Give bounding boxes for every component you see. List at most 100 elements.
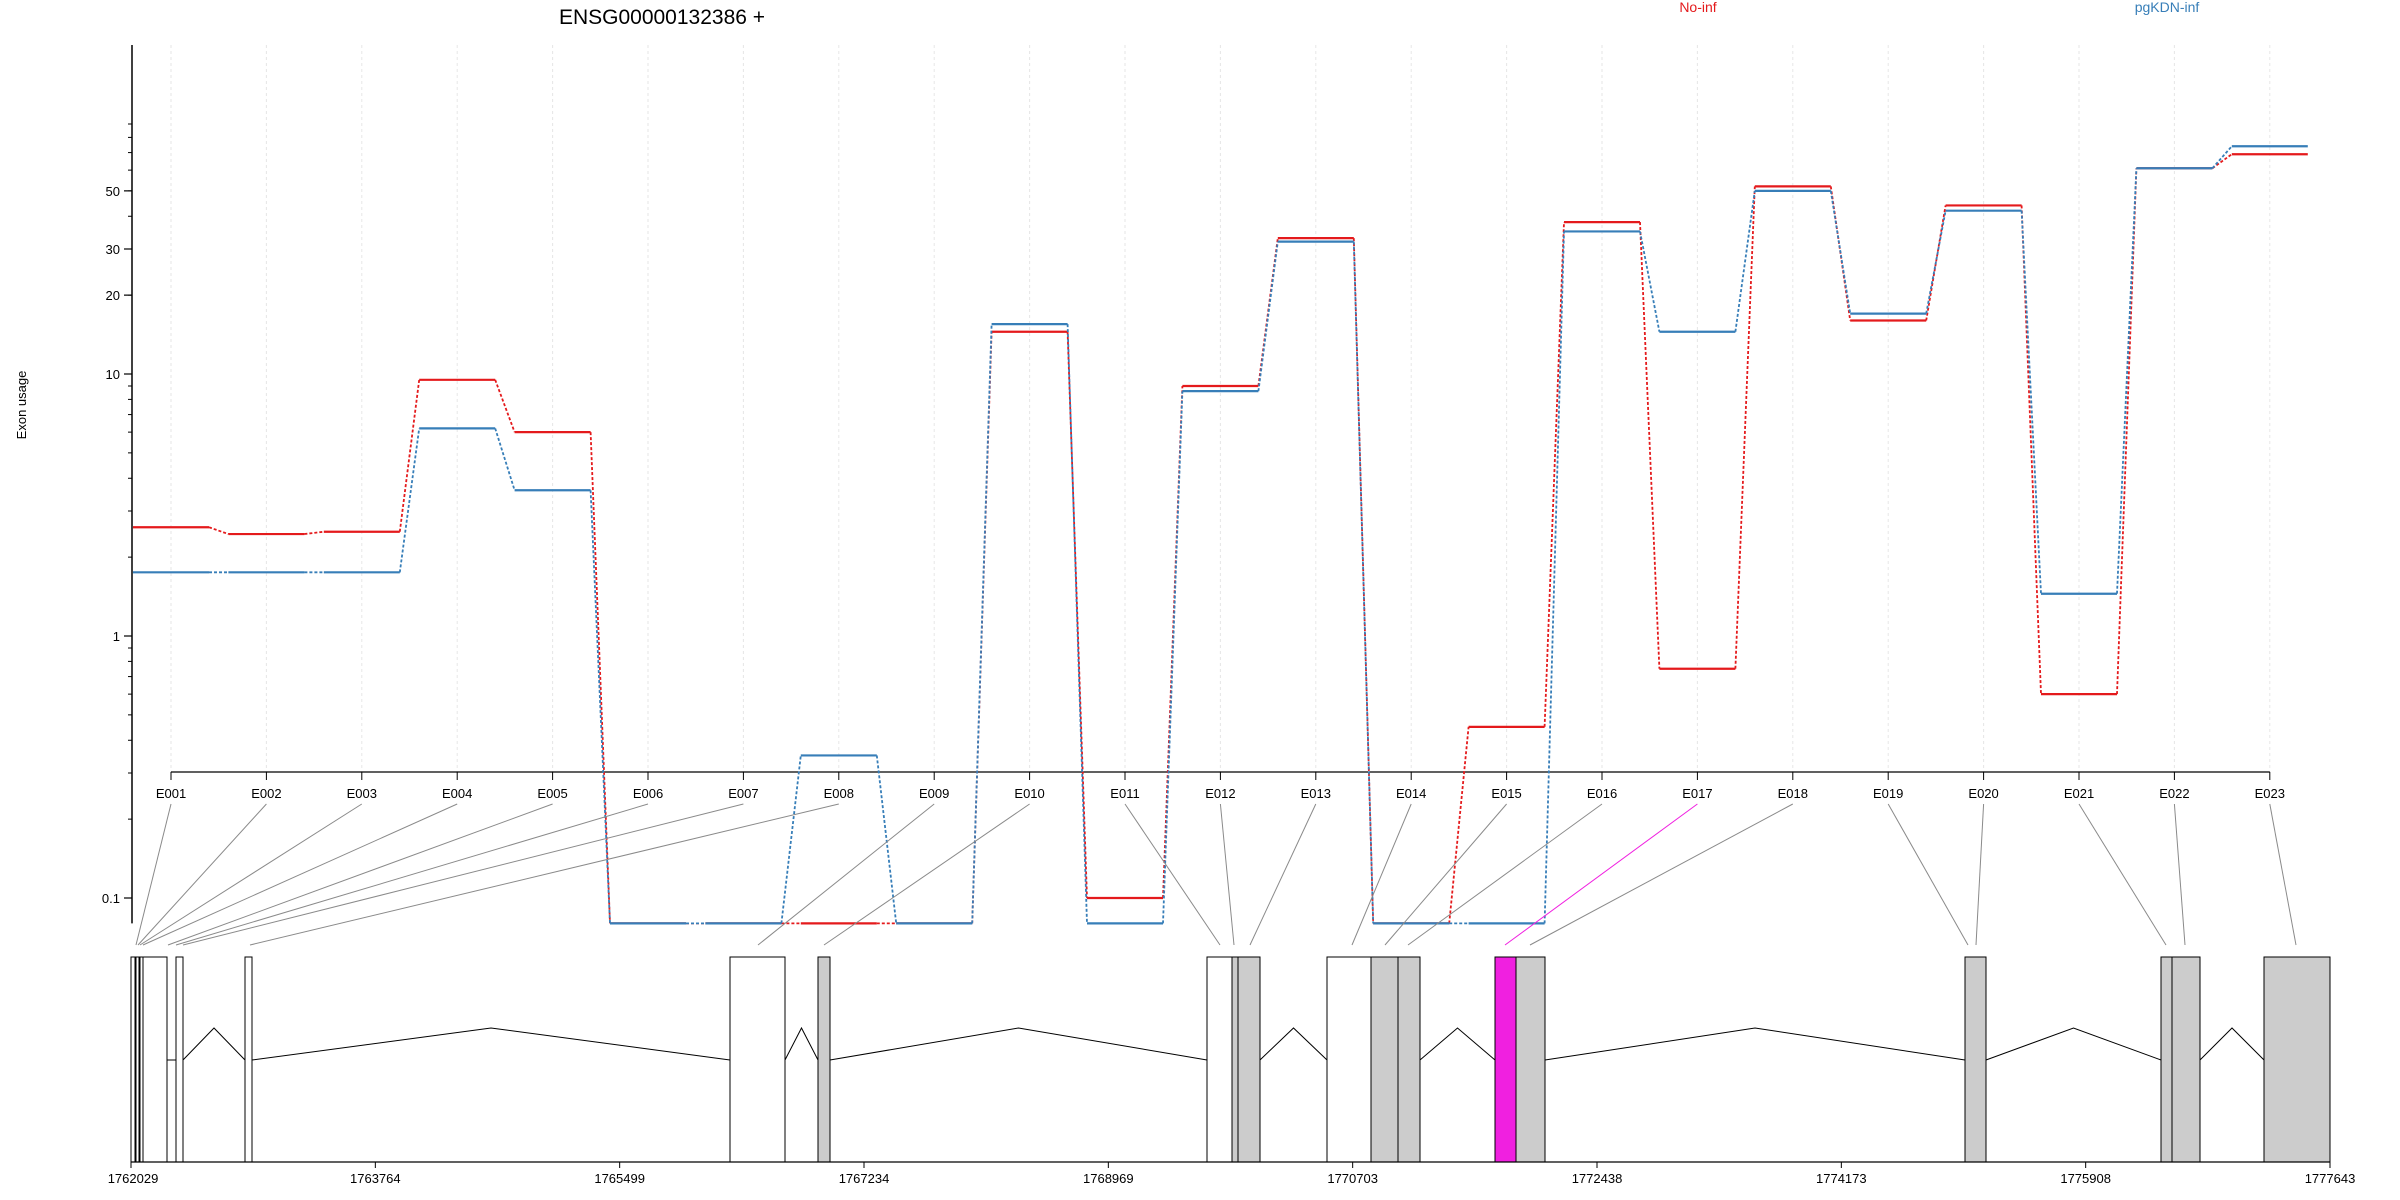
exon-block [244, 956, 253, 1163]
x-tick-label-e013: E013 [1301, 786, 1331, 801]
vertical-grid [170, 45, 2271, 772]
series-connector [494, 379, 516, 433]
exon-block [130, 956, 136, 1163]
exon-block [1326, 956, 1372, 1163]
series-connector [1352, 238, 1375, 924]
connector-e022 [2173, 803, 2186, 946]
x-tick-label-e008: E008 [824, 786, 854, 801]
legend-item-no-inf: No-inf [1679, 0, 1716, 15]
intron-line [1544, 1027, 1966, 1061]
genomic-tick-label: 1770703 [1327, 1171, 1378, 1186]
y-axis-label: Exon usage [14, 371, 29, 440]
series-connector [1448, 726, 1470, 924]
exon-block [2171, 956, 2201, 1163]
connector-e010 [823, 803, 1030, 946]
series-connector [2020, 205, 2042, 695]
connector-e012 [1219, 803, 1235, 946]
connector-e015 [1384, 803, 1507, 946]
connector-e021 [2078, 803, 2167, 946]
connector-e020 [1975, 803, 1985, 946]
series-connector [1162, 391, 1184, 924]
genomic-tick-label: 1767234 [839, 1171, 890, 1186]
genomic-tick-label: 1777643 [2305, 1171, 2356, 1186]
x-tick-label-e005: E005 [537, 786, 567, 801]
exon-block [1206, 956, 1233, 1163]
series-connector [398, 379, 421, 532]
x-tick-label-e007: E007 [728, 786, 758, 801]
intron-line [1259, 1027, 1328, 1061]
x-tick-label-e015: E015 [1491, 786, 1521, 801]
connector-e005 [167, 803, 553, 946]
intron-line [182, 1027, 246, 1061]
connector-e008 [249, 803, 839, 946]
series-connector [875, 755, 898, 924]
series-connector [780, 755, 802, 924]
connector-e017 [1504, 803, 1698, 946]
genomic-tick-label: 1772438 [1572, 1171, 1623, 1186]
series-connector [1829, 186, 1852, 321]
exon-block [1964, 956, 1987, 1163]
x-tick-label-e010: E010 [1014, 786, 1044, 801]
series-connector [1639, 231, 1661, 332]
gene-model [130, 956, 2331, 1163]
legend: No-inf pgKDN-inf [1679, 0, 2199, 15]
series-connector [494, 428, 516, 491]
y-tick-label: 50 [106, 184, 120, 199]
series-connector [589, 432, 611, 924]
connector-e014 [1351, 803, 1412, 946]
x-tick-label-e022: E022 [2159, 786, 2189, 801]
x-tick-label-e016: E016 [1587, 786, 1617, 801]
series-connector [208, 526, 229, 535]
genomic-tick-label: 1762029 [108, 1171, 159, 1186]
connector-e019 [1887, 803, 1969, 946]
connector-e006 [175, 803, 649, 946]
x-tick-label-e003: E003 [347, 786, 377, 801]
y-axis: 0.1 1 10 20 30 50 [102, 45, 133, 924]
intron-line [2199, 1027, 2265, 1061]
x-tick-label-e017: E017 [1682, 786, 1712, 801]
x-tick-label-e020: E020 [1968, 786, 1998, 801]
x-tick-label-e018: E018 [1778, 786, 1808, 801]
series-connector [1066, 331, 1088, 899]
exon-block [729, 956, 786, 1163]
series-pgkdn-inf [133, 145, 2308, 925]
series-connector [2116, 168, 2138, 695]
connector-e002 [137, 803, 267, 946]
series-connector [589, 490, 611, 924]
exon-block [2160, 956, 2173, 1163]
x-tick-label-e006: E006 [633, 786, 663, 801]
x-tick-label-e002: E002 [251, 786, 281, 801]
exon-block [142, 956, 168, 1163]
exon-block [1237, 956, 1261, 1163]
connector-e009 [757, 803, 935, 946]
series-connector [1352, 241, 1375, 924]
series-connector [398, 428, 421, 573]
series-connector [1639, 222, 1661, 669]
exon-connector-lines [135, 803, 2297, 946]
x-tick-label-e014: E014 [1396, 786, 1426, 801]
exon-block [1397, 956, 1421, 1163]
genomic-axis: 1762029 1763764 1765499 1767234 1768969 17707… [108, 1161, 2356, 1186]
connector-e013 [1249, 803, 1317, 946]
series-connector [1543, 222, 1565, 727]
x-tick-label-e023: E023 [2255, 786, 2285, 801]
genomic-tick-label: 1765499 [594, 1171, 645, 1186]
connector-e023 [2269, 803, 2297, 946]
x-tick-label-e004: E004 [442, 786, 472, 801]
series-lines [133, 145, 2308, 925]
y-tick-label: 1 [113, 629, 120, 644]
intron-line [784, 1026, 819, 1061]
series-connector [2020, 210, 2042, 594]
series-connector [2116, 168, 2138, 594]
y-tick-label: 20 [106, 288, 120, 303]
series-connector [1257, 241, 1279, 392]
x-tick-label-e011: E011 [1110, 786, 1139, 801]
exon-block [1370, 956, 1399, 1163]
x-tick-label-e009: E009 [919, 786, 949, 801]
intron-line [1985, 1027, 2162, 1061]
connector-e001 [135, 803, 172, 946]
exon-block [2263, 956, 2331, 1163]
connector-e007 [182, 803, 744, 946]
connector-e018 [1529, 803, 1794, 946]
series-connector [1829, 190, 1852, 314]
